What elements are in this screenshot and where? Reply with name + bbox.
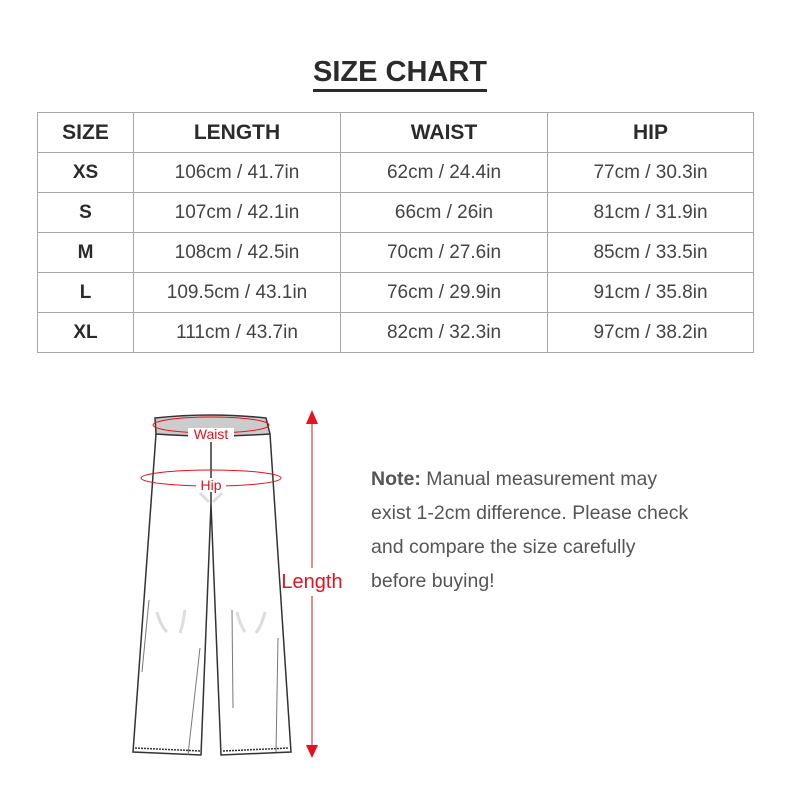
header-length: LENGTH — [133, 112, 341, 153]
length-cell: 111cm / 43.7in — [133, 312, 341, 353]
pants-outline — [132, 414, 292, 756]
hip-cell: 81cm / 31.9in — [547, 192, 754, 233]
table-row: XL 111cm / 43.7in 82cm / 32.3in 97cm / 38.2… — [37, 312, 754, 353]
pants-creases — [155, 491, 267, 634]
note: Note: Manual measurement may exist 1-2cm… — [371, 462, 691, 598]
table-header: SIZE LENGTH WAIST HIP — [37, 112, 754, 153]
size-cell: XL — [37, 312, 134, 353]
length-cell: 106cm / 41.7in — [133, 152, 341, 193]
note-label: Note: — [371, 468, 421, 490]
note-text: Manual measurement may exist 1-2cm diffe… — [371, 468, 689, 592]
table-row: S 107cm / 42.1in 66cm / 26in 81cm / 31.9in — [37, 192, 754, 233]
size-cell: M — [37, 232, 134, 273]
size-cell: S — [37, 192, 134, 233]
waist-cell: 76cm / 29.9in — [340, 272, 548, 313]
table-row: L 109.5cm / 43.1in 76cm / 29.9in 91cm / 35.… — [37, 272, 754, 313]
page-title: SIZE CHART — [0, 56, 800, 92]
table-row: M 108cm / 42.5in 70cm / 27.6in 85cm / 33.5i… — [37, 232, 754, 273]
size-cell: L — [37, 272, 134, 313]
hip-cell: 91cm / 35.8in — [547, 272, 754, 313]
header-size: SIZE — [37, 112, 134, 153]
waist-cell: 62cm / 24.4in — [340, 152, 548, 193]
waist-cell: 82cm / 32.3in — [340, 312, 548, 353]
waist-label: Waist — [194, 426, 229, 442]
hip-cell: 97cm / 38.2in — [547, 312, 754, 353]
table-row: XS 106cm / 41.7in 62cm / 24.4in 77cm / 30.3… — [37, 152, 754, 193]
length-cell: 107cm / 42.1in — [133, 192, 341, 233]
length-cell: 108cm / 42.5in — [133, 232, 341, 273]
size-table: SIZE LENGTH WAIST HIP XS 106cm / 41.7in 62… — [37, 112, 754, 353]
size-cell: XS — [37, 152, 134, 193]
header-waist: WAIST — [340, 112, 548, 153]
hip-label: Hip — [200, 477, 221, 493]
hip-cell: 85cm / 33.5in — [547, 232, 754, 273]
length-label: Length — [281, 571, 342, 593]
waist-cell: 66cm / 26in — [340, 192, 548, 233]
waist-cell: 70cm / 27.6in — [340, 232, 548, 273]
